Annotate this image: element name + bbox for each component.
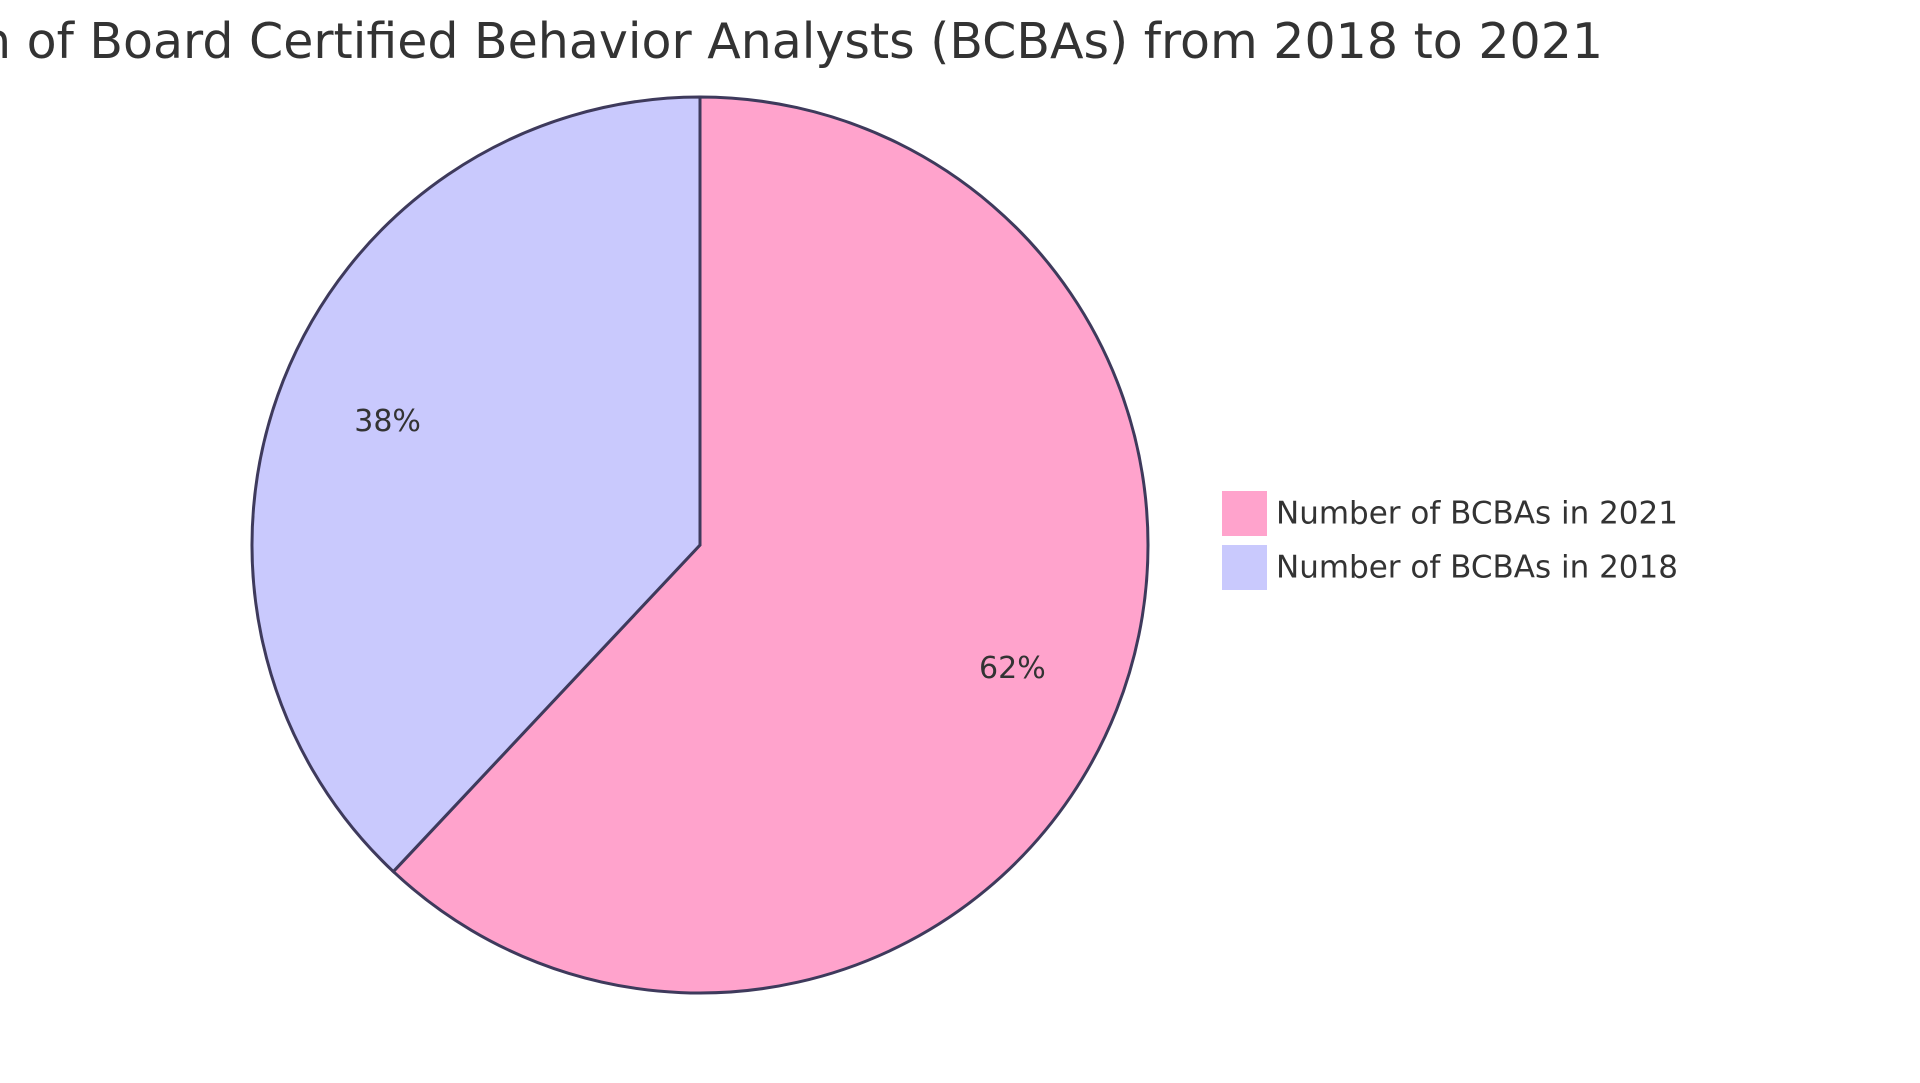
- pie-slices: [250, 95, 1150, 995]
- legend: Number of BCBAs in 2021 Number of BCBAs i…: [1222, 491, 1678, 590]
- legend-swatch-0: [1222, 491, 1267, 536]
- legend-label-1: Number of BCBAs in 2018: [1276, 550, 1678, 586]
- pie-slice-labels: 62% 38%: [354, 404, 1045, 686]
- slice-label-0: 62%: [979, 651, 1046, 686]
- slice-label-1: 38%: [354, 404, 421, 439]
- pie-slice-0: [391, 95, 1150, 995]
- legend-swatch-1: [1222, 545, 1267, 590]
- legend-label-0: Number of BCBAs in 2021: [1276, 496, 1678, 532]
- pie-slice-1: [250, 95, 702, 874]
- chart-title: n of Board Certified Behavior Analysts (…: [0, 13, 1603, 70]
